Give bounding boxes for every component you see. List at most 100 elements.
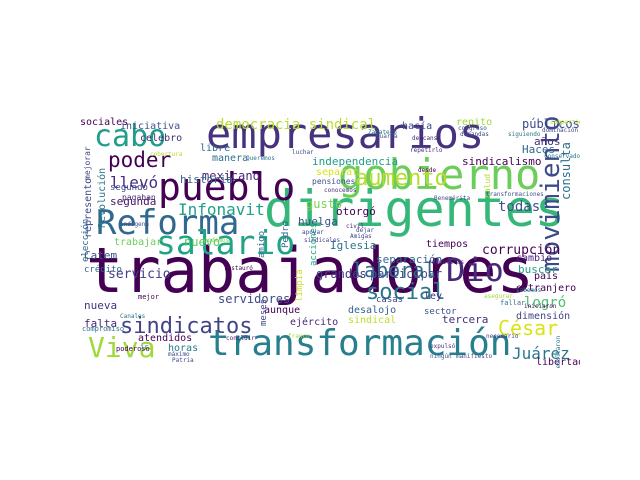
word-libre: libre bbox=[200, 143, 231, 154]
word-tercera: tercera bbox=[442, 313, 489, 326]
word-asegurar: asegurar bbox=[484, 293, 513, 300]
word-falta: falta bbox=[84, 317, 118, 330]
word-resultaron: resultaron bbox=[555, 335, 562, 368]
word-haces: Haces bbox=[522, 143, 556, 156]
word-poder: poder bbox=[108, 148, 172, 172]
word-participar: participar bbox=[370, 267, 443, 281]
word-logro: logró bbox=[524, 295, 567, 311]
word-demandas: demandas bbox=[460, 131, 489, 138]
word-civil: civil bbox=[346, 223, 365, 230]
word-trabajar: trabajar bbox=[114, 237, 163, 248]
word-transformaciones: transformaciones bbox=[486, 191, 544, 198]
word-infonavit: Infonavit bbox=[178, 200, 265, 219]
word-compromiso: compromiso bbox=[82, 325, 125, 333]
word-segunda: segunda bbox=[110, 195, 157, 208]
word-descanso: descanso bbox=[412, 135, 441, 142]
word-horas: horas bbox=[168, 343, 199, 354]
word-conocemos: conocemos bbox=[324, 187, 357, 194]
word-anos: años bbox=[534, 135, 561, 148]
word-eleccion: elección bbox=[81, 218, 91, 262]
word-extranjero: extranjero bbox=[516, 283, 577, 294]
word-ejercito: ejército bbox=[290, 317, 339, 328]
word-patria: Patria bbox=[172, 357, 194, 364]
word-laboral: laboral bbox=[352, 258, 437, 282]
word-viva: Viva bbox=[88, 331, 156, 364]
word-ir: ir bbox=[140, 343, 149, 351]
word-manera: manera bbox=[212, 153, 249, 164]
word-amigas: Amigas bbox=[350, 233, 372, 240]
word-aumento: aumento bbox=[355, 166, 448, 191]
word-ley: ley bbox=[424, 291, 443, 302]
word-pais: país bbox=[534, 271, 559, 282]
word-consulta: consulta bbox=[559, 142, 573, 200]
word-separacion: separación bbox=[376, 253, 443, 266]
word-siguiendo: siguiendo bbox=[508, 131, 541, 138]
word-ningun: ningún bbox=[430, 353, 452, 360]
word-trabajadores: trabajadores bbox=[86, 234, 534, 307]
word-pensiones: pensiones bbox=[312, 177, 356, 186]
word-credito: crédito bbox=[84, 265, 122, 275]
word-separar: separar bbox=[316, 167, 359, 178]
word-salario: salario bbox=[156, 223, 296, 262]
word-servicio: servicio bbox=[108, 267, 171, 282]
word-indigena: indígena bbox=[120, 221, 149, 228]
word-grandes: grandes bbox=[316, 267, 367, 281]
word-benemerita: Benemérita bbox=[434, 195, 471, 202]
word-luchar: luchar bbox=[292, 149, 314, 156]
word-huelga: huelga bbox=[298, 215, 338, 228]
word-iniciativa: iniciativa bbox=[120, 121, 181, 132]
word-mexicano: mexicano bbox=[202, 169, 260, 183]
word-podemos: podemos bbox=[204, 237, 230, 244]
word-zapateco: Zapateco bbox=[368, 129, 397, 136]
word-democracia-sindical: democracia sindical bbox=[216, 117, 377, 133]
word-cuarta: Cuarta bbox=[376, 133, 398, 140]
word-pedro: Pedro bbox=[281, 220, 291, 248]
word-limpia: limpia bbox=[295, 269, 305, 302]
word-social: social bbox=[366, 280, 446, 305]
word-conservadores: conservadores bbox=[544, 153, 580, 160]
word-cambio: cambio bbox=[516, 253, 553, 264]
word-historia: historia bbox=[180, 173, 233, 186]
word-iniciaron: iniciaron bbox=[524, 303, 557, 310]
word-todas: todas bbox=[498, 199, 541, 215]
word-dimension: dimensión bbox=[516, 311, 571, 322]
word-otorgo: otorgó bbox=[336, 205, 376, 218]
word-cloud: trabajadores dirigentes empresarios gobi… bbox=[80, 108, 580, 368]
word-tiempos: tiempos bbox=[426, 239, 469, 250]
word-fallar: fallar bbox=[500, 299, 526, 307]
word-aunque: aunque bbox=[264, 305, 301, 316]
word-libertad: libertad bbox=[536, 357, 580, 368]
word-servidores: servidores bbox=[218, 292, 291, 306]
word-sector: sector bbox=[424, 307, 457, 317]
word-empresarios: empresarios bbox=[206, 109, 485, 158]
word-dirigentes: dirigentes bbox=[264, 180, 566, 238]
word-cobertura: cobertura bbox=[150, 151, 183, 158]
word-iglesia: Iglesia bbox=[330, 239, 377, 252]
word-cesar: César bbox=[498, 316, 559, 340]
word-atendidos: atendidos bbox=[138, 333, 193, 344]
word-desalojo: desalojo bbox=[348, 305, 397, 316]
word-reforma: Reforma bbox=[96, 203, 240, 243]
word-casas: casas bbox=[376, 295, 404, 305]
word-llevo: llevó bbox=[110, 173, 159, 192]
word-buscar: buscar bbox=[518, 263, 558, 276]
word-congreso: congreso bbox=[458, 125, 487, 132]
word-necesario: necesario bbox=[486, 333, 519, 340]
word-franco: franco bbox=[288, 333, 310, 340]
word-juarez: Juárez bbox=[512, 344, 570, 363]
word-republicas: repúblicas bbox=[428, 259, 465, 266]
word-revolucion: Revolución bbox=[97, 167, 108, 228]
word-amigo: amigo bbox=[257, 230, 267, 258]
word-hacia: hacía bbox=[402, 121, 433, 132]
word-sindicales: sindicales bbox=[304, 237, 341, 244]
word-dio: Dio bbox=[446, 251, 504, 289]
word-nueva: nueva bbox=[84, 299, 118, 312]
word-expulso: expulsó bbox=[430, 343, 456, 350]
word-gobierno: gobierno bbox=[338, 150, 541, 199]
word-segundo: segundo bbox=[110, 183, 148, 193]
word-publicos: públicos bbox=[522, 117, 580, 131]
word-maximo: máximo bbox=[168, 351, 190, 358]
word-dejar: dejar bbox=[356, 227, 375, 234]
word-sindicatos: sindicatos bbox=[120, 314, 253, 339]
word-manifiesto: manifiesto bbox=[456, 353, 493, 360]
